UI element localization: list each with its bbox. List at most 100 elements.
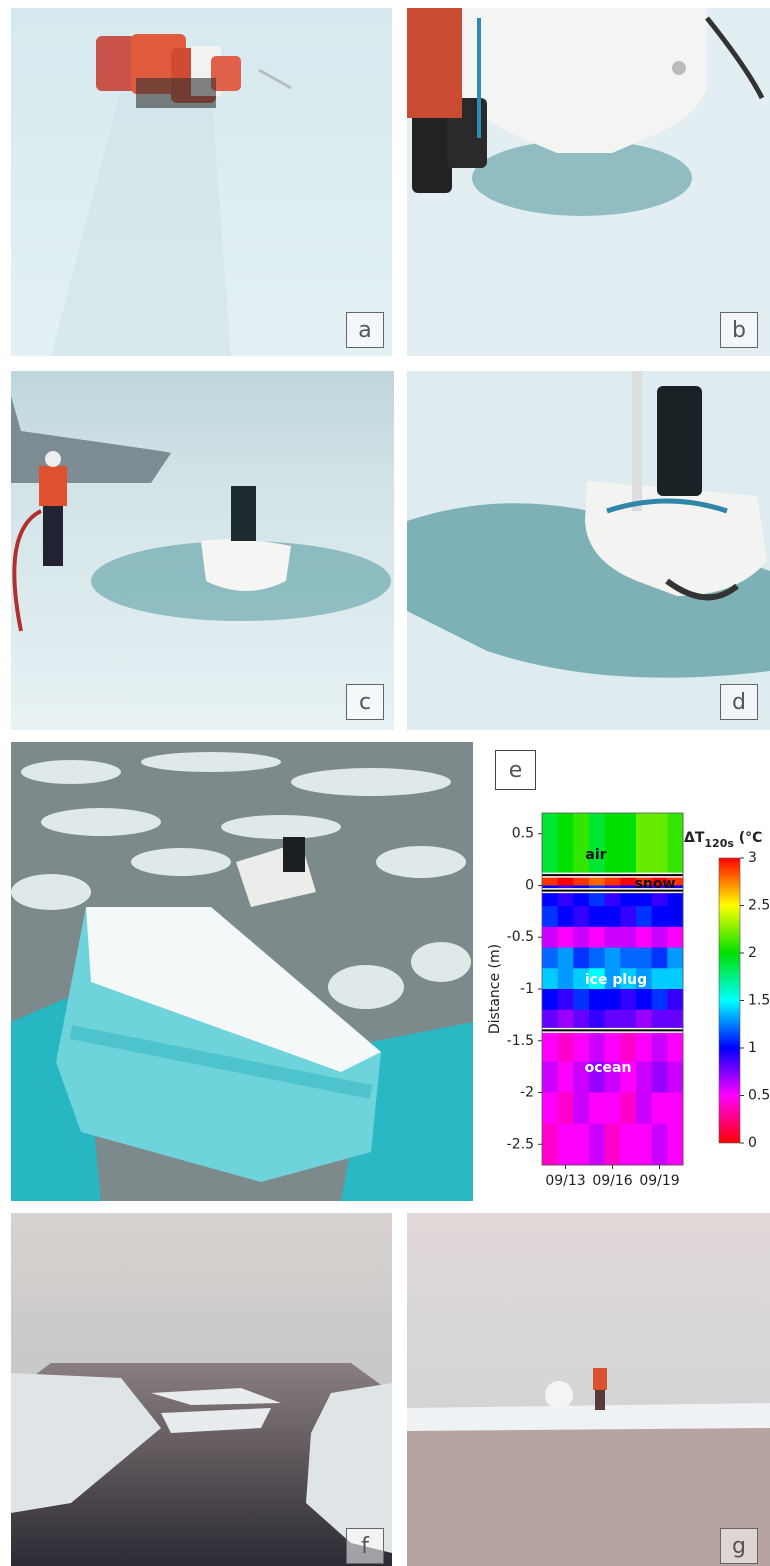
cell: [651, 926, 668, 949]
cell: [542, 989, 559, 1011]
cell: [557, 875, 574, 886]
photo-a: [11, 8, 392, 356]
cell: [604, 1030, 621, 1062]
cell: [636, 989, 653, 1011]
cell: [620, 926, 637, 949]
cell: [651, 1092, 668, 1125]
cell: [589, 1092, 606, 1125]
colorbar-label-sub: 120s: [704, 837, 734, 850]
cell: [557, 926, 574, 949]
cell: [667, 1030, 684, 1062]
cell: [636, 1030, 653, 1062]
cell: [651, 989, 668, 1011]
colorbar-tick-label: 1.5: [748, 993, 770, 1009]
cell: [604, 1092, 621, 1125]
cell: [589, 926, 606, 949]
y-axis-label: Distance (m): [487, 944, 503, 1034]
cell: [636, 1061, 653, 1094]
panel-label: e: [495, 750, 536, 790]
cell: [620, 813, 637, 876]
cell: [667, 1092, 684, 1125]
panel-label: g: [720, 1528, 758, 1564]
cell: [573, 926, 590, 949]
panel-label: b: [720, 312, 758, 348]
cell: [542, 1092, 559, 1125]
cell: [589, 989, 606, 1011]
cell: [667, 1123, 684, 1166]
cell: [620, 1123, 637, 1166]
annotation: air: [585, 847, 606, 863]
cell: [667, 989, 684, 1011]
cell: [589, 947, 606, 969]
cell: [636, 1009, 653, 1031]
cell: [651, 906, 668, 928]
cell: [542, 1009, 559, 1031]
colorbar-tick-label: 0.5: [748, 1088, 770, 1104]
colorbar-tick-label: 2: [748, 945, 757, 961]
cell: [573, 906, 590, 928]
cell: [557, 1123, 574, 1166]
cell: [667, 813, 684, 876]
cell: [573, 1061, 590, 1094]
y-tick-label: 0.5: [512, 826, 534, 842]
cell: [542, 947, 559, 969]
cell: [604, 1123, 621, 1166]
cell: [542, 968, 559, 990]
y-tick-label: -2: [520, 1085, 534, 1101]
cell: [542, 875, 559, 886]
cell: [604, 926, 621, 949]
cell: [589, 1123, 606, 1166]
y-tick-label: 0: [525, 877, 534, 893]
cell: [542, 1061, 559, 1094]
cell: [604, 906, 621, 928]
cell: [651, 813, 668, 876]
cell: [542, 813, 559, 876]
cell: [620, 1092, 637, 1125]
cell: [589, 1061, 606, 1094]
cell: [589, 1030, 606, 1062]
colorbar-label: ΔT120s (°C: [684, 830, 762, 850]
cell: [542, 1030, 559, 1062]
cell: [636, 1092, 653, 1125]
x-tick-label: 09/16: [592, 1173, 632, 1189]
cell: [620, 1030, 637, 1062]
cell: [589, 968, 606, 990]
cell: [620, 875, 637, 886]
cell: [651, 875, 668, 886]
colorbar-tick-label: 0: [748, 1135, 757, 1151]
cell: [573, 1009, 590, 1031]
cell: [636, 947, 653, 969]
cell: [557, 1009, 574, 1031]
photo-d: [407, 371, 770, 730]
cell: [620, 989, 637, 1011]
cell: [620, 968, 637, 990]
cell: [651, 968, 668, 990]
cell: [667, 947, 684, 969]
cell: [636, 813, 653, 876]
cell: [620, 1009, 637, 1031]
cell: [604, 1009, 621, 1031]
cell: [589, 813, 606, 876]
cell: [667, 926, 684, 949]
y-tick-label: -1: [520, 981, 534, 997]
panel-label: a: [346, 312, 384, 348]
cell: [667, 906, 684, 928]
cell: [604, 875, 621, 886]
cell: [557, 906, 574, 928]
cell: [542, 906, 559, 928]
cell: [557, 989, 574, 1011]
panel-label: c: [346, 684, 384, 720]
colorbar-label-unit: (°C: [734, 830, 763, 846]
photo-f: [11, 1213, 392, 1566]
cell: [557, 947, 574, 969]
cell: [667, 875, 684, 886]
annotation: ice plug: [585, 972, 647, 988]
colorbar-tick-label: 1: [748, 1040, 757, 1056]
cell: [604, 947, 621, 969]
cell: [573, 989, 590, 1011]
photo-g: [407, 1213, 770, 1566]
photo-c: [11, 371, 394, 730]
cell: [573, 1092, 590, 1125]
cell: [636, 1123, 653, 1166]
